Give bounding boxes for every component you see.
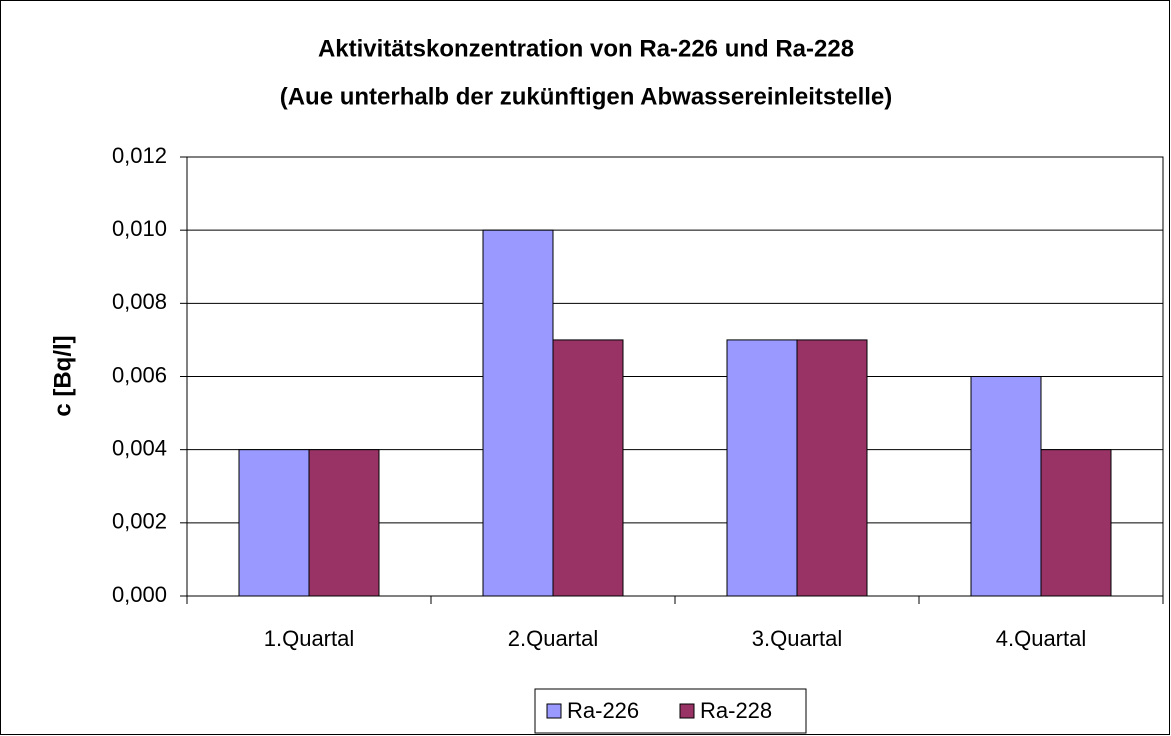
y-tick-label: 0,002 xyxy=(112,509,167,534)
y-tick-label: 0,006 xyxy=(112,362,167,387)
legend-label: Ra-228 xyxy=(700,698,772,723)
x-tick-label: 4.Quartal xyxy=(996,626,1087,651)
x-tick-label: 2.Quartal xyxy=(508,626,599,651)
bar xyxy=(970,376,1042,597)
y-tick-label: 0,004 xyxy=(112,435,167,460)
legend-box xyxy=(534,688,807,734)
bar xyxy=(552,339,624,597)
y-tick-label: 0,010 xyxy=(112,216,167,241)
legend-swatch xyxy=(679,703,695,719)
bar xyxy=(1040,449,1112,597)
bar xyxy=(726,339,798,597)
legend-swatch xyxy=(546,703,562,719)
y-tick-label: 0,008 xyxy=(112,289,167,314)
legend-label: Ra-226 xyxy=(567,698,639,723)
y-tick-label: 0,012 xyxy=(112,143,167,168)
bar xyxy=(308,449,380,597)
x-tick-label: 3.Quartal xyxy=(752,626,843,651)
chart-title: Aktivitätskonzentration von Ra-226 und R… xyxy=(318,35,854,62)
y-tick-label: 0,000 xyxy=(112,582,167,607)
x-tick-label: 1.Quartal xyxy=(264,626,355,651)
chart-subtitle: (Aue unterhalb der zukünftigen Abwassere… xyxy=(280,83,893,110)
bar xyxy=(482,229,554,597)
bar xyxy=(238,449,310,597)
y-axis-label: c [Bq/l] xyxy=(49,335,76,416)
bar xyxy=(796,339,868,597)
